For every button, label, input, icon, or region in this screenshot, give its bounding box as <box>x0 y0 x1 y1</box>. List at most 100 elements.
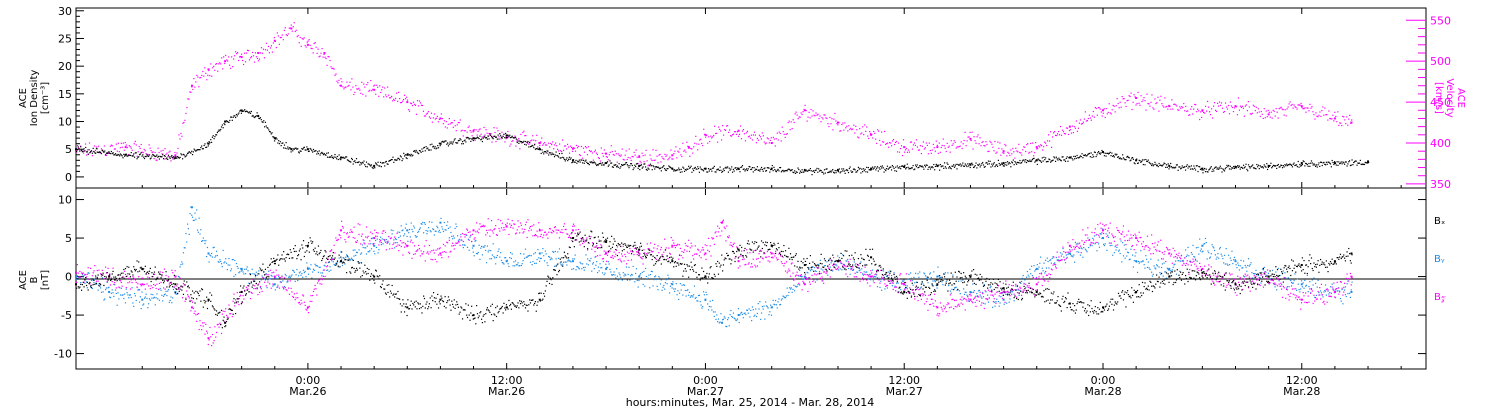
velocity-point <box>918 149 920 151</box>
by-point <box>671 287 673 289</box>
velocity-point <box>704 133 707 136</box>
ion-density-point <box>1213 170 1215 172</box>
by-point <box>114 284 116 286</box>
ion-density-point <box>647 167 649 169</box>
ion-density-point <box>1041 157 1043 159</box>
ion-density-point <box>754 169 756 171</box>
ion-density-point <box>901 165 903 167</box>
by-point <box>1047 260 1049 263</box>
velocity-point <box>585 147 588 149</box>
ion-density-point <box>1171 167 1173 169</box>
velocity-point <box>1004 143 1006 146</box>
velocity-point <box>851 128 853 131</box>
by-point <box>535 262 537 264</box>
ion-density-point <box>1344 163 1346 165</box>
by-point <box>1220 253 1222 255</box>
by-point <box>1025 286 1027 288</box>
y2-tick-label: 450 <box>1430 96 1451 109</box>
by-point <box>863 271 865 273</box>
ion-density-point <box>1051 160 1053 162</box>
velocity-point <box>486 132 488 134</box>
velocity-point <box>1231 106 1234 109</box>
by-point <box>224 261 226 263</box>
by-point <box>606 266 608 269</box>
by-point <box>472 251 474 253</box>
ion-density-point <box>90 150 93 152</box>
ion-density-point <box>344 157 346 159</box>
velocity-point <box>574 150 577 152</box>
ion-density-point <box>1193 165 1195 167</box>
velocity-point <box>823 114 825 116</box>
by-point <box>1045 259 1047 261</box>
ion-density-point <box>1194 169 1197 171</box>
ion-density-point <box>991 163 993 165</box>
ion-density-point <box>317 151 319 153</box>
by-point <box>276 286 278 288</box>
velocity-point <box>790 121 792 123</box>
ion-density-point <box>79 150 81 152</box>
bz-point <box>210 336 212 338</box>
ion-density-point <box>130 152 132 154</box>
bz-point <box>227 316 229 318</box>
ion-density-point <box>999 164 1001 166</box>
velocity-point <box>538 142 541 144</box>
velocity-point <box>316 52 318 54</box>
ion-density-point <box>1329 163 1332 165</box>
bz-point <box>114 279 117 281</box>
bz-point <box>75 271 77 274</box>
by-point <box>654 276 656 278</box>
velocity-point <box>721 139 723 141</box>
by-point <box>469 236 471 238</box>
by-point <box>394 247 396 249</box>
velocity-point <box>748 135 751 137</box>
velocity-point <box>559 143 561 145</box>
ion-density-point <box>179 156 181 158</box>
bz-point <box>168 283 170 285</box>
bz-point <box>196 320 198 322</box>
by-point <box>949 290 951 292</box>
velocity-point <box>797 118 799 120</box>
by-point <box>1276 275 1279 277</box>
velocity-point <box>428 116 431 118</box>
velocity-point <box>666 154 668 156</box>
by-point <box>390 229 392 231</box>
velocity-point <box>562 139 564 141</box>
velocity-point <box>784 136 786 139</box>
by-point <box>412 231 414 233</box>
ion-density-point <box>379 165 381 167</box>
ion-density-point <box>1249 167 1251 169</box>
ion-density-point <box>1190 165 1192 167</box>
bz-point <box>130 279 132 281</box>
velocity-point <box>1191 106 1193 108</box>
top-right-label-line2: Velocity <box>1444 78 1455 117</box>
ion-density-point <box>289 147 291 149</box>
velocity-point <box>1002 150 1005 153</box>
ion-density-point <box>893 167 895 170</box>
velocity-point <box>360 92 362 94</box>
bz-point <box>191 301 194 303</box>
velocity-point <box>1068 125 1071 128</box>
by-point <box>1252 277 1254 279</box>
ion-density-point <box>966 165 968 168</box>
velocity-point <box>1240 106 1243 109</box>
by-point <box>1201 251 1203 253</box>
ion-density-point <box>466 137 468 139</box>
velocity-point <box>264 49 267 51</box>
by-point <box>1218 257 1220 259</box>
ion-density-point <box>91 152 93 154</box>
velocity-point <box>754 134 757 136</box>
by-point <box>866 274 869 276</box>
ion-density-point <box>178 157 180 159</box>
velocity-point <box>1152 107 1154 109</box>
by-point <box>191 214 193 216</box>
by-point <box>744 312 746 314</box>
by-point <box>532 260 534 263</box>
velocity-point <box>654 159 656 161</box>
velocity-point <box>714 125 716 127</box>
by-point <box>475 239 477 242</box>
bz-point <box>505 225 508 228</box>
bz-point <box>150 285 152 287</box>
by-point <box>1045 267 1048 269</box>
ion-density-point <box>1286 163 1288 165</box>
by-point <box>1271 269 1274 272</box>
